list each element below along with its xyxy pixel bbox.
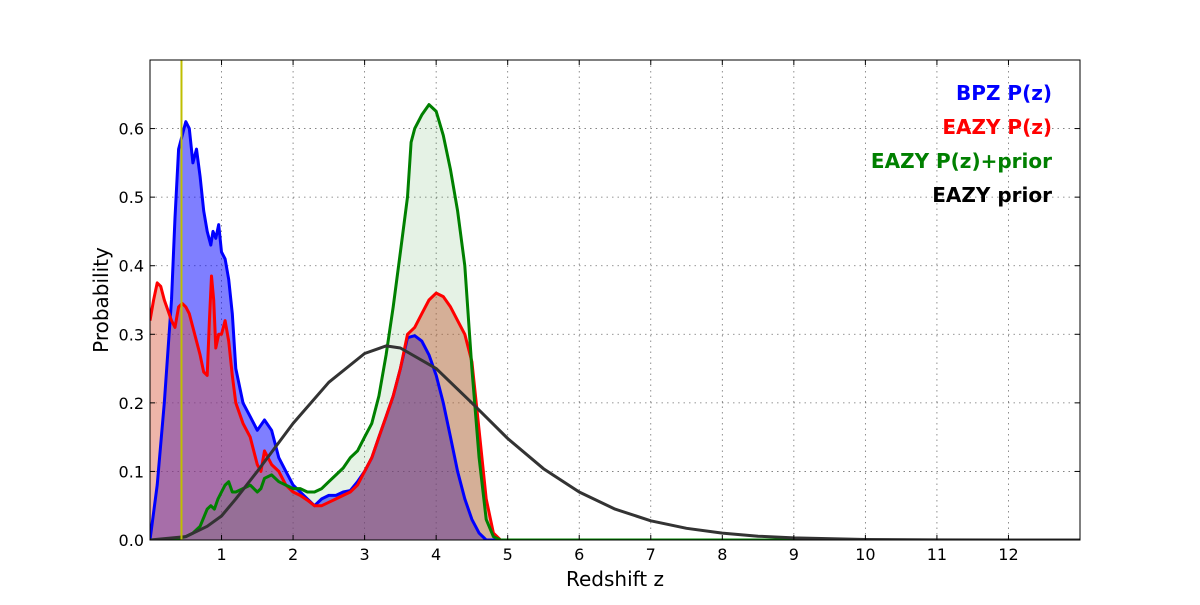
grid-lines bbox=[150, 60, 1080, 540]
x-tick-label: 9 bbox=[789, 545, 799, 564]
x-tick-label: 7 bbox=[646, 545, 656, 564]
x-tick-label: 12 bbox=[998, 545, 1018, 564]
y-axis-label: Probability bbox=[89, 247, 113, 353]
x-tick-label: 5 bbox=[503, 545, 513, 564]
x-tick-label: 10 bbox=[855, 545, 875, 564]
y-tick-label: 0.4 bbox=[119, 257, 144, 276]
plot-frame bbox=[149, 59, 1081, 541]
y-tick-label: 0.6 bbox=[119, 120, 144, 139]
x-tick-label: 6 bbox=[574, 545, 584, 564]
legend: BPZ P(z) EAZY P(z) EAZY P(z)+prior EAZY pri… bbox=[871, 81, 1052, 207]
x-axis-label: Redshift z bbox=[566, 567, 664, 591]
legend-entry: EAZY prior bbox=[932, 183, 1052, 207]
x-tick-label: 2 bbox=[288, 545, 298, 564]
series-fill-bpz-p-z bbox=[150, 121, 1080, 540]
axis-ticks: 1 2 3 4 5 6 7 8 9 10 11 120.00.10.20.30.40.50.6 bbox=[119, 60, 1080, 564]
x-tick-label: 1 bbox=[216, 545, 226, 564]
x-tick-label: 11 bbox=[927, 545, 947, 564]
series-line-eazy-prior bbox=[150, 344, 1080, 540]
series-line-eazy-p-z-prior bbox=[150, 103, 1080, 540]
legend-entry: BPZ P(z) bbox=[956, 81, 1052, 105]
y-tick-label: 0.2 bbox=[119, 394, 144, 413]
x-tick-label: 4 bbox=[431, 545, 441, 564]
y-tick-label: 0.1 bbox=[119, 462, 144, 481]
series-lines bbox=[150, 103, 1080, 540]
legend-entry: EAZY P(z)+prior bbox=[871, 149, 1052, 173]
y-tick-label: 0.5 bbox=[119, 188, 144, 207]
y-tick-label: 0.3 bbox=[119, 325, 144, 344]
legend-entry: EAZY P(z) bbox=[942, 115, 1052, 139]
x-tick-label: 8 bbox=[717, 545, 727, 564]
series-line-bpz-p-z bbox=[150, 120, 1080, 540]
series-fill-eazy-p-z bbox=[150, 276, 1080, 540]
y-tick-label: 0.0 bbox=[119, 531, 144, 550]
series-line-eazy-p-z bbox=[150, 274, 1080, 540]
x-tick-label: 3 bbox=[360, 545, 370, 564]
